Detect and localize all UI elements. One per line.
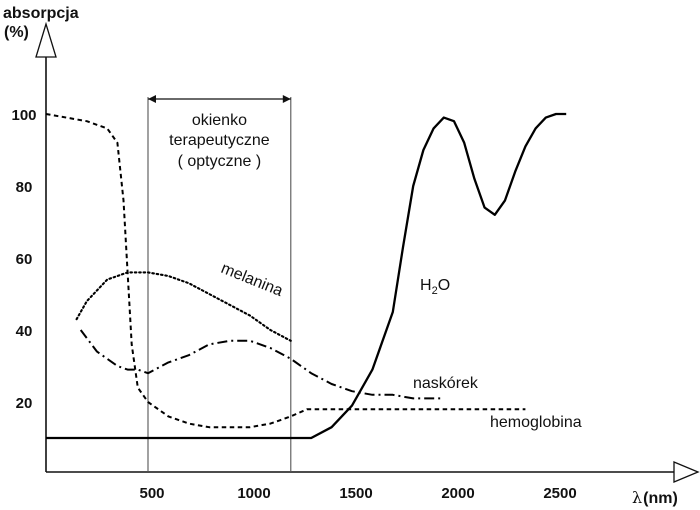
series-melanina (75, 271, 292, 342)
series-group (45, 112, 567, 440)
x-tick-label: 2000 (441, 485, 474, 502)
window-label-line-1: okienko (192, 112, 247, 129)
labels-group: absorpcja (%) λ(nm) H2O melanina naskórek hemo… (3, 5, 678, 507)
window-arrow-right (282, 95, 291, 103)
y-tick-label: 80 (16, 179, 33, 196)
window-label-line-3: ( optyczne ) (178, 153, 262, 170)
therapeutic-window: okienko terapeutyczne ( optyczne ) (147, 95, 292, 472)
series-nask-rek (79, 329, 444, 400)
y-tick-label: 20 (16, 395, 33, 412)
y-tick-label: 100 (11, 107, 36, 124)
x-tick-label: 1500 (339, 485, 372, 502)
h2o-label: H2O (420, 277, 450, 297)
x-axis-arrow (673, 461, 700, 483)
x-tick-label: 500 (139, 485, 164, 502)
series-h2o (46, 112, 567, 440)
y-axis-title-line2: (%) (4, 24, 29, 41)
naskorek-label: naskórek (413, 375, 479, 392)
hemoglobina-label: hemoglobina (490, 414, 582, 431)
y-tick-label: 40 (16, 323, 33, 340)
x-axis-title: λ(nm) (632, 488, 678, 507)
series-hemoglobina (45, 113, 526, 429)
melanina-label: melanina (219, 260, 286, 300)
window-arrow-left (148, 95, 156, 103)
y-tick-label: 60 (16, 251, 33, 268)
x-tick-label: 1000 (237, 485, 270, 502)
y-axis-arrow (35, 21, 57, 58)
axes-group: 20 40 60 80 100 500 1000 1500 2000 2500 (11, 21, 700, 502)
y-axis-title-line1: absorpcja (3, 5, 79, 22)
window-label-line-2: terapeutyczne (169, 132, 270, 149)
x-tick-label: 2500 (543, 485, 576, 502)
